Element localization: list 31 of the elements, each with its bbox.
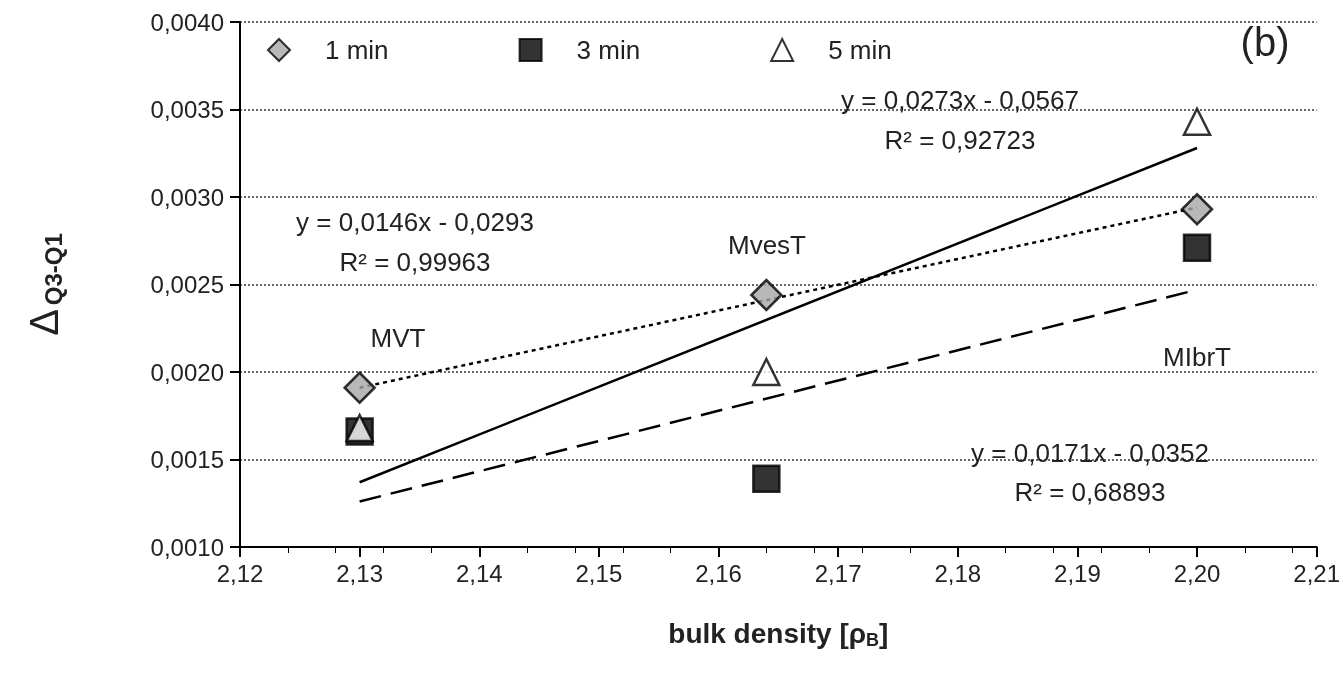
y-tick-label: 0,0020	[150, 358, 224, 386]
annotation: MVT	[370, 323, 426, 353]
annotation: R² = 0,92723	[884, 125, 1036, 155]
x-tick-label: 2,20	[1173, 559, 1221, 587]
annotation: MvesT	[728, 230, 807, 260]
x-tick-label: 2,14	[455, 559, 503, 587]
y-tick-label: 0,0010	[150, 533, 224, 561]
y-tick-label: 0,0030	[150, 183, 224, 211]
annotation: y = 0,0171x - 0,0352	[971, 438, 1209, 468]
x-tick-label: 2,18	[934, 559, 982, 587]
x-tick-label: 2,17	[814, 559, 862, 587]
y-tick-label: 0,0015	[150, 446, 224, 473]
annotation: y = 0,0146x - 0,0293	[296, 207, 534, 237]
x-tick-label: 2,15	[575, 559, 623, 587]
annotation: (b)	[1240, 20, 1290, 64]
y-tick-label: 0,0035	[150, 96, 224, 123]
x-tick-label: 2,13	[336, 559, 383, 587]
x-tick-label: 2,21	[1293, 559, 1340, 587]
x-tick-label: 2,12	[216, 559, 264, 587]
x-tick-label: 2,19	[1054, 559, 1101, 587]
x-tick-label: 2,16	[695, 559, 742, 587]
annotation: R² = 0,68893	[1014, 477, 1166, 507]
y-axis-title: ΔQ3-Q1	[22, 233, 67, 336]
annotation: MIbrT	[1163, 342, 1232, 372]
legend-label: 3 min	[576, 35, 641, 65]
annotation: R² = 0,99963	[339, 247, 491, 277]
legend-label: 1 min	[325, 35, 389, 65]
y-tick-label: 0,0025	[150, 271, 224, 298]
annotation: y = 0,0273x - 0,0567	[841, 85, 1079, 115]
y-tick-label: 0,0040	[150, 8, 224, 36]
legend-label: 5 min	[828, 35, 892, 65]
